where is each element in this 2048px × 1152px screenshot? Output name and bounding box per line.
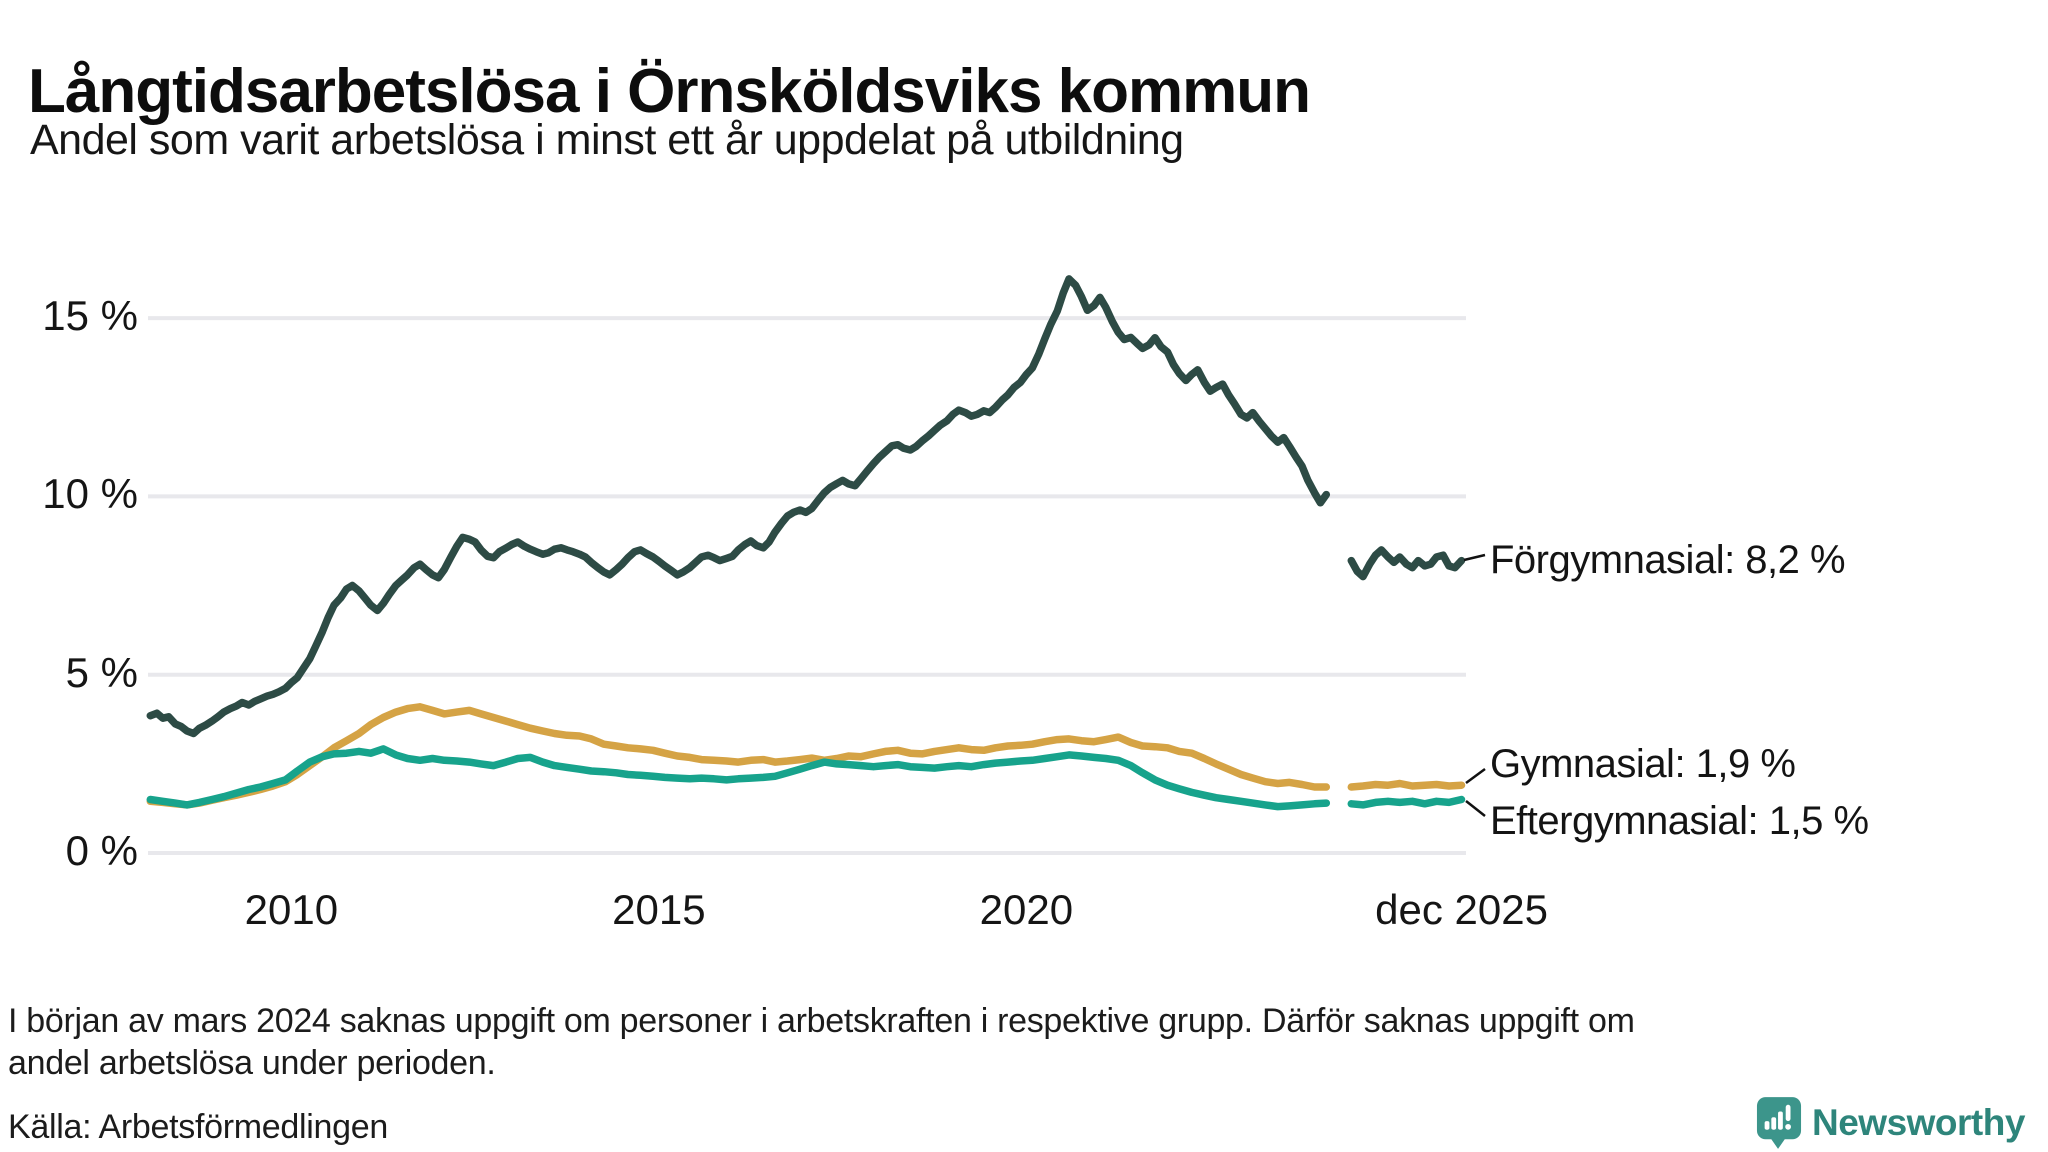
y-axis-tick: 15 %	[42, 292, 138, 340]
page-subtitle: Andel som varit arbetslösa i minst ett å…	[30, 116, 1184, 164]
y-axis-tick: 5 %	[65, 648, 138, 696]
footnote-line-2: andel arbetslösa under perioden.	[8, 1044, 496, 1082]
x-axis-tick: 2020	[979, 886, 1074, 933]
newsworthy-logo-icon	[1756, 1097, 1802, 1149]
newsworthy-logo[interactable]: Newsworthy	[1756, 1096, 2025, 1150]
series-label-gymnasial: Gymnasial: 1,9 %	[1490, 742, 1796, 786]
newsworthy-logo-text: Newsworthy	[1812, 1102, 2025, 1143]
annotation-connector	[1465, 800, 1486, 817]
y-axis-tick: 0 %	[65, 827, 138, 874]
annotation-connector	[1465, 767, 1486, 785]
series-line-gymnasial	[146, 703, 1331, 809]
source-credit: Källa: Arbetsförmedlingen	[8, 1108, 388, 1146]
annotation-connector	[1463, 553, 1486, 562]
page-title: Långtidsarbetslösa i Örnsköldsviks kommu…	[28, 56, 1311, 126]
series-line-eftergymnasial	[1347, 795, 1466, 809]
x-axis-tick: dec 2025	[1375, 886, 1548, 933]
series-line-förgymnasial	[1347, 546, 1466, 581]
series-label-eftergymnasial: Eftergymnasial: 1,5 %	[1490, 799, 1869, 843]
x-axis-tick: 2015	[612, 886, 706, 933]
y-axis-tick: 10 %	[42, 470, 138, 518]
series-line-eftergymnasial	[146, 745, 1331, 811]
series-label-forgymnasial: Förgymnasial: 8,2 %	[1490, 538, 1846, 582]
footnote-line-1: I början av mars 2024 saknas uppgift om …	[8, 1002, 1635, 1040]
series-line-förgymnasial	[146, 275, 1331, 738]
x-axis-tick: 2010	[244, 886, 339, 933]
footnote: I början av mars 2024 saknas uppgift om …	[8, 1000, 2042, 1084]
series-line-gymnasial	[1347, 779, 1466, 791]
